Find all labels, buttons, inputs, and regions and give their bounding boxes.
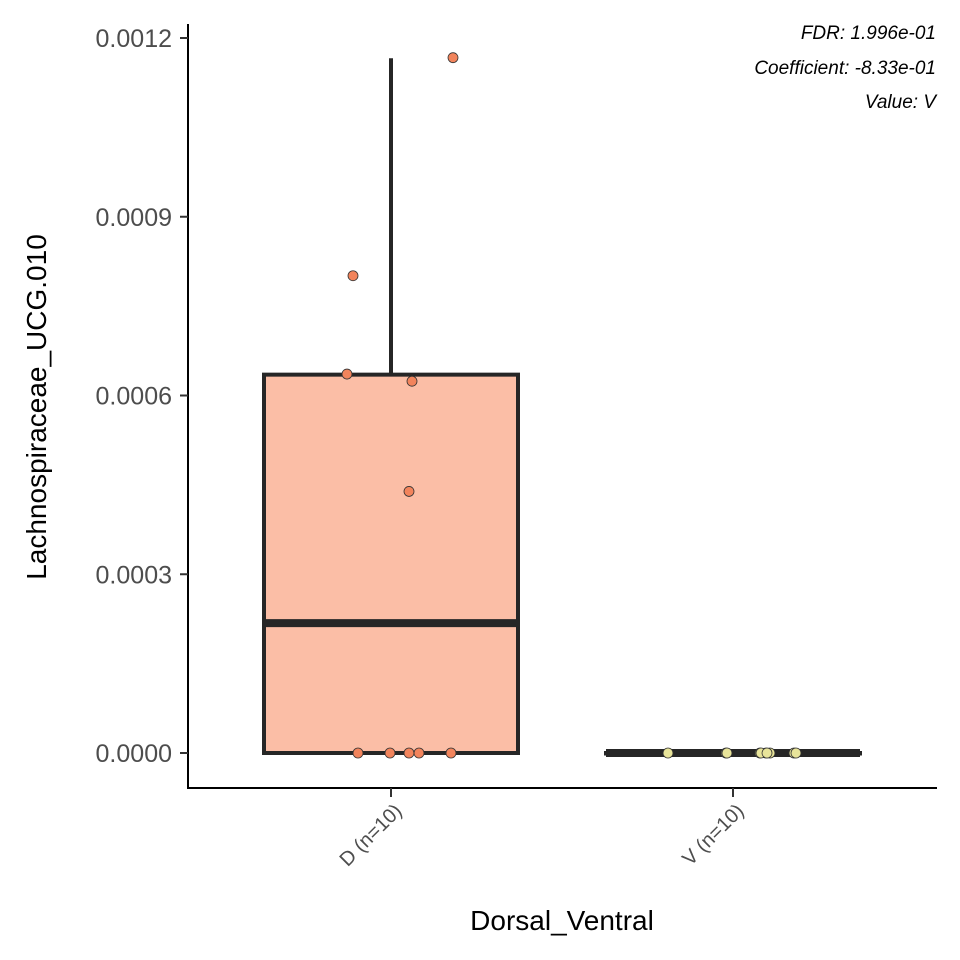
data-point [403,747,415,759]
data-point [352,747,364,759]
x-tick-label: D (n=10) [336,800,407,871]
data-point [384,747,396,759]
data-point [662,747,674,759]
data-point [413,747,425,759]
points-layer [341,52,802,759]
data-point [761,747,773,759]
y-tick-label: 0.0012 [96,25,172,53]
data-point [347,270,359,282]
y-ticks: 0.0000 0.0003 0.0006 0.0009 0.0012 [96,25,188,768]
fdr-annotation: FDR: 1.996e-01 [801,23,936,44]
y-tick-label: 0.0006 [96,383,172,411]
data-point [341,368,353,380]
y-tick-label: 0.0003 [96,561,172,589]
coefficient-annotation: Coefficient: -8.33e-01 [754,58,936,79]
x-axis-title: Dorsal_Ventral [470,905,654,936]
data-point [406,375,418,387]
data-point [721,747,733,759]
data-point [403,486,415,497]
x-tick-label: V (n=10) [678,800,748,870]
data-point [790,747,802,759]
data-point [445,747,457,759]
y-axis-title: Lachnospiraceae_UCG.010 [21,234,52,580]
box-group [604,749,862,757]
data-point [447,52,459,64]
boxes-layer [262,58,862,757]
y-tick-label: 0.0000 [96,740,172,768]
x-ticks: D (n=10) V (n=10) [336,788,749,871]
box-iqr [262,372,520,755]
value-annotation: Value: V [865,92,938,113]
y-tick-label: 0.0009 [96,204,172,232]
box-group [262,58,520,755]
